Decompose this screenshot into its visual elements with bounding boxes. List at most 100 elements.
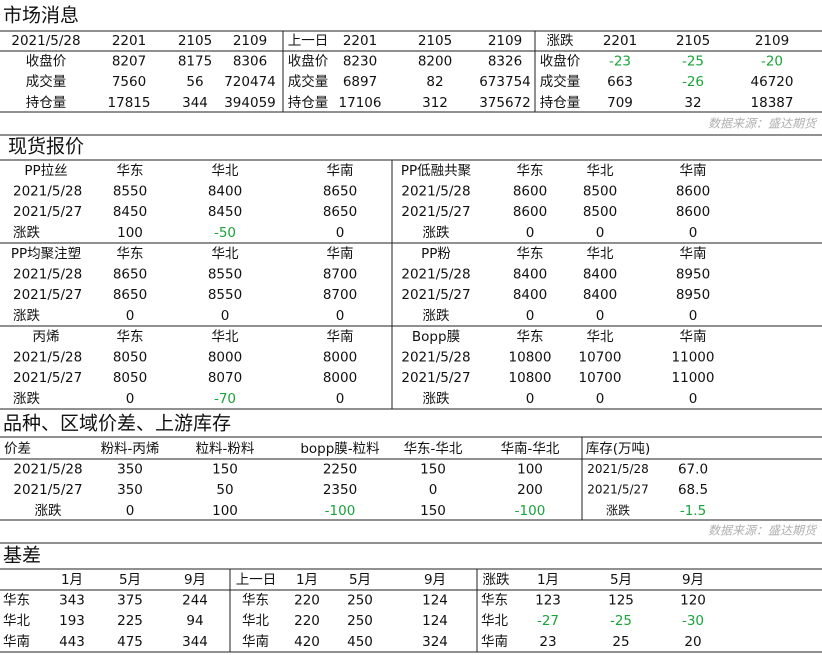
header-cell: 华南 xyxy=(327,246,354,262)
cell: 0 xyxy=(336,308,345,324)
cell: 344 xyxy=(182,634,208,650)
row-label: 华北 xyxy=(481,613,508,629)
cell: 443 xyxy=(59,634,85,650)
cell: -70 xyxy=(214,391,236,407)
row-label: 收盘价 xyxy=(26,53,67,70)
header-cell: 华北 xyxy=(212,246,239,262)
row-label: 2021/5/27 xyxy=(13,204,82,220)
cell: 8000 xyxy=(323,350,357,366)
cell: 124 xyxy=(422,613,448,629)
section-title: 现货报价 xyxy=(8,136,84,158)
cell: 8450 xyxy=(113,204,147,220)
cell: 2250 xyxy=(323,462,357,478)
section-title: 基差 xyxy=(3,545,41,567)
cell: 0 xyxy=(221,308,230,324)
row-label: 持仓量 xyxy=(288,95,329,111)
cell: 0 xyxy=(336,225,345,241)
row-label: 华东 xyxy=(242,593,269,609)
cell: 8070 xyxy=(208,370,242,386)
cell: 0 xyxy=(689,391,698,407)
cell: 23 xyxy=(539,634,556,650)
cell: 20 xyxy=(684,634,701,650)
header-cell: 涨跌 xyxy=(547,33,575,49)
cell: -26 xyxy=(682,74,704,90)
cell: 709 xyxy=(607,95,633,111)
header-cell: 华南 xyxy=(680,163,707,179)
row-label: 2021/5/28 xyxy=(401,350,470,366)
cell: -27 xyxy=(537,613,559,629)
cell: 220 xyxy=(294,613,320,629)
header-cell: 9月 xyxy=(682,572,704,588)
cell: 68.5 xyxy=(678,482,708,498)
cell: 312 xyxy=(422,95,448,111)
row-label: 2021/5/27 xyxy=(13,482,82,498)
cell: 8550 xyxy=(208,267,242,283)
cell: -20 xyxy=(761,54,783,70)
rules xyxy=(0,30,822,653)
section-title: 品种、区域价差、上游库存 xyxy=(3,413,231,435)
cell: 150 xyxy=(212,462,238,478)
header-cell: 价差 xyxy=(4,441,31,457)
header-cell: 2105 xyxy=(418,33,452,49)
header-cell: 2105 xyxy=(178,33,212,49)
cell: 0 xyxy=(689,225,698,241)
header-cell: 2201 xyxy=(603,33,637,49)
cell: 8650 xyxy=(113,287,147,303)
cell: 8450 xyxy=(208,204,242,220)
cell: 450 xyxy=(347,634,373,650)
cell: 0 xyxy=(526,308,535,324)
cell: 350 xyxy=(117,462,143,478)
row-label: 华南 xyxy=(481,634,508,650)
header-cell: 2021/5/28 xyxy=(11,33,80,49)
header-cell: PP低融共聚 xyxy=(401,163,472,179)
row-label: 成交量 xyxy=(288,73,329,90)
header-cell: 华北 xyxy=(587,163,615,179)
cell: 17815 xyxy=(108,95,151,111)
cell: 8700 xyxy=(323,267,357,283)
cell: 120 xyxy=(680,593,706,609)
header-cell: PP均聚注塑 xyxy=(11,246,81,262)
cell: 220 xyxy=(294,593,320,609)
row-label: 2021/5/28 xyxy=(401,184,470,200)
cell: 94 xyxy=(186,613,203,629)
cell: 125 xyxy=(608,593,634,609)
cell: 8650 xyxy=(323,184,357,200)
header-cell: 华东 xyxy=(117,163,144,179)
cell: 46720 xyxy=(751,74,794,90)
header-cell: 华北 xyxy=(587,246,615,262)
cell: 8050 xyxy=(113,350,147,366)
cell: 375672 xyxy=(479,95,531,111)
cell: 475 xyxy=(117,634,143,650)
cell: 350 xyxy=(117,482,143,498)
header-cell: 1月 xyxy=(61,572,83,588)
cell: 8230 xyxy=(343,54,377,70)
header-cell: 1月 xyxy=(537,572,559,588)
header-cell: 1月 xyxy=(296,572,318,588)
cell: 8550 xyxy=(113,184,147,200)
header-cell: 华南 xyxy=(680,246,707,262)
header-cell: 华南-华北 xyxy=(501,441,560,457)
cell: 8326 xyxy=(488,54,522,70)
row-label: 收盘价 xyxy=(540,53,581,70)
cell: 244 xyxy=(182,593,208,609)
cell: 394059 xyxy=(224,95,276,111)
cell: 8500 xyxy=(583,184,617,200)
header-cell: 华南 xyxy=(680,329,707,345)
cell: 10800 xyxy=(509,370,552,386)
cell: 0 xyxy=(596,391,605,407)
header-cell: 5月 xyxy=(349,572,371,588)
cell: 100 xyxy=(212,503,238,519)
row-label: 涨跌 xyxy=(35,503,62,519)
cell: 0 xyxy=(336,391,345,407)
header-cell: 库存(万吨) xyxy=(586,441,651,457)
cell: 250 xyxy=(347,593,373,609)
cell: 0 xyxy=(689,308,698,324)
header-cell: bopp膜-粒料 xyxy=(300,441,380,457)
header-cell: 华东 xyxy=(517,246,544,262)
cell: -25 xyxy=(682,54,704,70)
cell: 124 xyxy=(422,593,448,609)
cell: 8175 xyxy=(178,54,212,70)
row-label: 2021/5/27 xyxy=(401,204,470,220)
cell: -50 xyxy=(214,225,236,241)
